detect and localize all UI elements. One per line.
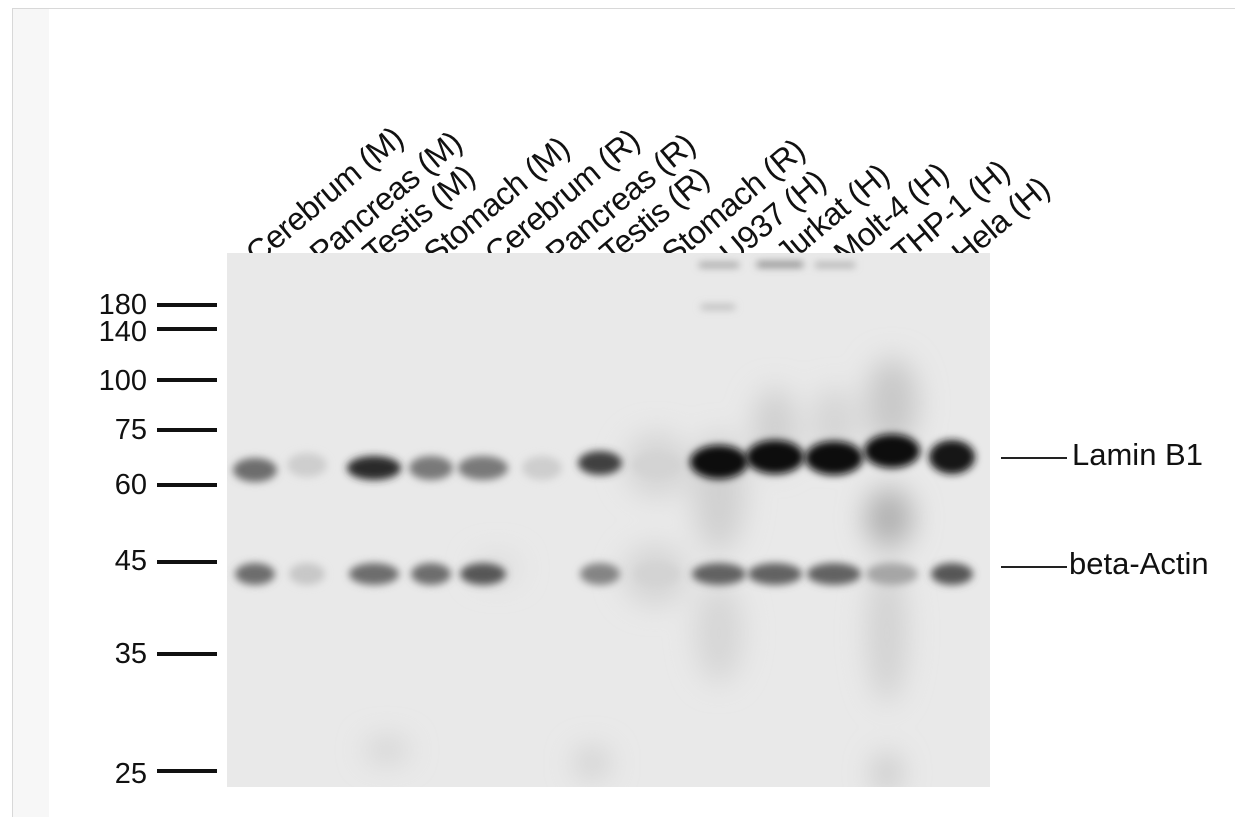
lamin-b1-band-lane-2 xyxy=(287,453,327,477)
protein-bands xyxy=(233,434,975,585)
mw-tick-75 xyxy=(157,428,217,432)
lamin-b1-label: Lamin B1 xyxy=(1072,437,1203,472)
beta-actin-band-lane-1 xyxy=(235,563,275,585)
mw-tick-25 xyxy=(157,769,217,773)
high-mw-bands xyxy=(699,262,855,309)
mw-label-100: 100 xyxy=(98,365,147,397)
mw-label-180: 180 xyxy=(98,289,147,321)
beta-actin-band-lane-12 xyxy=(866,563,918,585)
lamin-b1-band-lane-10 xyxy=(746,440,804,474)
lamin-b1-band-lane-11 xyxy=(805,441,863,475)
lamin-b1-band-lane-9 xyxy=(690,445,748,479)
beta-actin-label: beta-Actin xyxy=(1069,546,1209,581)
lamin-b1-pointer-line xyxy=(1001,457,1067,459)
high-band-u937-2 xyxy=(701,305,735,309)
blot-background xyxy=(227,253,990,787)
beta-actin-pointer-line xyxy=(1001,566,1067,568)
beta-actin-band-lane-13 xyxy=(931,563,973,585)
mw-label-75: 75 xyxy=(114,414,147,446)
lamin-b1-band-lane-5 xyxy=(458,456,508,480)
lamin-b1-band-lane-3 xyxy=(347,456,401,480)
lamin-b1-band-lane-12 xyxy=(864,434,920,468)
lamin-b1-band-lane-6 xyxy=(522,456,562,480)
mw-label-25: 25 xyxy=(114,758,147,790)
mw-tick-45 xyxy=(157,560,217,564)
beta-actin-band-lane-9 xyxy=(692,563,746,585)
beta-actin-band-lane-7 xyxy=(580,563,620,585)
beta-actin-band-lane-3 xyxy=(349,563,399,585)
beta-actin-band-lane-2 xyxy=(289,563,325,585)
background-smears xyxy=(365,358,918,787)
beta-actin-band-lane-5 xyxy=(460,563,506,585)
lamin-b1-band-lane-4 xyxy=(409,456,453,480)
mw-tick-180 xyxy=(157,303,217,307)
mw-label-140: 140 xyxy=(98,316,147,348)
mw-tick-35 xyxy=(157,652,217,656)
high-band-molt4 xyxy=(815,263,855,267)
beta-actin-band-lane-8 xyxy=(634,563,680,585)
lamin-b1-band-lane-7 xyxy=(578,451,622,475)
high-band-jurkat xyxy=(757,262,803,267)
lamin-b1-band-lane-1 xyxy=(233,458,277,482)
mw-label-60: 60 xyxy=(114,469,147,501)
mw-label-35: 35 xyxy=(114,638,147,670)
beta-actin-band-lane-11 xyxy=(807,563,861,585)
western-blot-membrane xyxy=(227,253,990,787)
beta-actin-band-lane-4 xyxy=(411,563,451,585)
mw-tick-100 xyxy=(157,378,217,382)
mw-tick-140 xyxy=(157,327,217,331)
mw-tick-60 xyxy=(157,483,217,487)
beta-actin-band-lane-10 xyxy=(748,563,802,585)
lamin-b1-band-lane-13 xyxy=(929,440,975,474)
lamin-b1-band-lane-8 xyxy=(632,453,682,477)
high-band-u937 xyxy=(699,263,739,267)
mw-label-45: 45 xyxy=(114,545,147,577)
